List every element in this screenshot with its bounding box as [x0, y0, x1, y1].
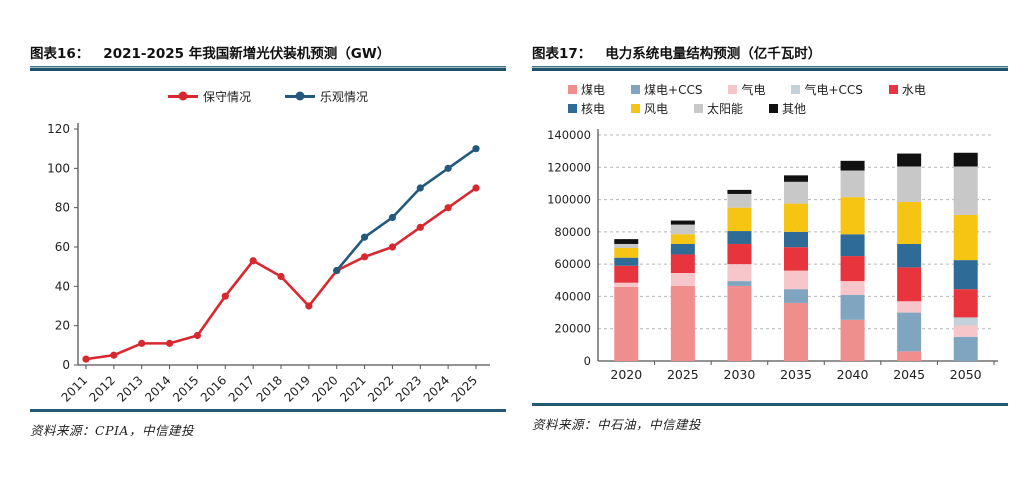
bottom-divider-left — [30, 409, 506, 412]
svg-text:60: 60 — [55, 240, 70, 254]
svg-text:2040: 2040 — [837, 367, 869, 382]
figure-17-title: 图表17： 电力系统电量结构预测（亿千瓦时） — [532, 42, 1008, 62]
svg-text:100: 100 — [47, 161, 70, 175]
svg-text:2017: 2017 — [226, 373, 257, 404]
svg-text:40: 40 — [55, 279, 70, 293]
svg-text:0: 0 — [584, 354, 591, 368]
svg-text:60000: 60000 — [554, 257, 591, 271]
legend-marker-icon — [167, 91, 198, 101]
legend-item-其他: 其他 — [769, 100, 806, 117]
figure-16-title: 图表16： 2021-2025 年我国新增光伏装机预测（GW） — [30, 42, 506, 62]
legend-swatch-icon — [694, 104, 704, 113]
title-divider-right — [532, 66, 1008, 71]
figure-17-caption: 电力系统电量结构预测（亿千瓦时） — [605, 46, 822, 62]
legend-swatch-icon — [769, 104, 779, 113]
figure-16-caption: 2021-2025 年我国新增光伏装机预测（GW） — [103, 46, 391, 62]
legend-row: 核电 风电 太阳能 其他 — [568, 100, 1008, 117]
legend-item-水电: 水电 — [888, 81, 926, 98]
legend-marker-icon — [285, 91, 315, 101]
legend-swatch-icon — [791, 85, 801, 94]
svg-text:2020: 2020 — [309, 373, 340, 404]
stacked-bar-chart: 0 20000 40000 60000 80000 100000 120000 140000 2… — [547, 128, 998, 382]
svg-text:40000: 40000 — [554, 289, 591, 303]
line-chart: 0204060801001202011201220132014201520162… — [47, 122, 490, 405]
svg-text:2023: 2023 — [393, 373, 424, 404]
legend-label: 煤电+CCS — [644, 83, 703, 97]
bottom-divider-right — [532, 403, 1008, 406]
legend-label: 乐观情况 — [320, 89, 369, 104]
legend-label: 保守情况 — [202, 89, 251, 104]
svg-text:120000: 120000 — [547, 160, 591, 174]
figure-17-label: 图表17： — [532, 46, 592, 62]
svg-text:100000: 100000 — [547, 193, 591, 207]
svg-text:2025: 2025 — [667, 367, 699, 382]
svg-text:20000: 20000 — [554, 322, 591, 336]
figure-16-panel: 图表16： 2021-2025 年我国新增光伏装机预测（GW） 保守情况 乐观情况… — [30, 42, 506, 439]
legend-label: 核电 — [581, 102, 606, 116]
figure-17-panel: 图表17： 电力系统电量结构预测（亿千瓦时） 煤电 煤电+CCS 气电 气电+CCS 水… — [532, 42, 1008, 433]
legend-item-保守情况: 保守情况 — [167, 88, 251, 105]
bar-chart-legend: 煤电 煤电+CCS 气电 气电+CCS 水电核电 风电 太阳能 其他 — [532, 81, 1008, 117]
svg-text:20: 20 — [55, 319, 70, 333]
svg-text:2018: 2018 — [254, 373, 285, 404]
source-right: 资料来源：中石油，中信建投 — [532, 417, 702, 432]
svg-text:2050: 2050 — [950, 367, 982, 382]
svg-text:2015: 2015 — [170, 373, 201, 404]
svg-text:2030: 2030 — [724, 367, 756, 382]
svg-text:2021: 2021 — [337, 373, 368, 404]
legend-swatch-icon — [631, 104, 641, 113]
svg-text:2024: 2024 — [421, 373, 452, 404]
legend-item-气电+CCS: 气电+CCS — [791, 81, 863, 98]
legend-label: 太阳能 — [707, 102, 744, 116]
line-chart-legend: 保守情况 乐观情况 — [30, 87, 506, 105]
svg-text:120: 120 — [47, 122, 70, 136]
legend-label: 水电 — [901, 83, 926, 97]
svg-text:2035: 2035 — [780, 367, 812, 382]
svg-text:2012: 2012 — [86, 373, 117, 404]
legend-row: 煤电 煤电+CCS 气电 气电+CCS 水电 — [568, 81, 1008, 98]
legend-label: 其他 — [782, 102, 807, 116]
legend-swatch-icon — [728, 85, 738, 94]
legend-item-气电: 气电 — [728, 81, 765, 98]
legend-label: 煤电 — [581, 83, 606, 97]
legend-label: 气电 — [741, 83, 766, 97]
legend-item-乐观情况: 乐观情况 — [285, 88, 368, 105]
legend-label: 气电+CCS — [804, 83, 863, 97]
legend-item-煤电+CCS: 煤电+CCS — [631, 81, 702, 98]
svg-text:2022: 2022 — [365, 373, 396, 404]
svg-text:80: 80 — [55, 201, 70, 215]
svg-text:2014: 2014 — [142, 373, 173, 404]
svg-text:2019: 2019 — [281, 373, 312, 404]
title-divider-left — [30, 66, 506, 71]
svg-text:2025: 2025 — [449, 373, 480, 404]
svg-text:2045: 2045 — [893, 367, 925, 382]
legend-item-核电: 核电 — [568, 100, 605, 117]
legend-label: 风电 — [644, 102, 669, 116]
figure-16-label: 图表16： — [30, 46, 90, 62]
legend-item-太阳能: 太阳能 — [694, 100, 743, 117]
legend-swatch-icon — [568, 85, 577, 94]
source-left: 资料来源：CPIA，中信建投 — [30, 423, 194, 438]
svg-text:2013: 2013 — [114, 373, 145, 404]
legend-item-煤电: 煤电 — [568, 81, 605, 98]
svg-text:140000: 140000 — [547, 128, 591, 142]
legend-swatch-icon — [631, 85, 641, 94]
svg-text:2011: 2011 — [59, 373, 90, 404]
legend-swatch-icon — [888, 85, 898, 94]
legend-swatch-icon — [568, 104, 577, 113]
svg-text:2020: 2020 — [610, 367, 642, 382]
svg-text:80000: 80000 — [554, 225, 591, 239]
legend-item-风电: 风电 — [631, 100, 668, 117]
svg-text:2016: 2016 — [198, 373, 229, 404]
svg-text:0: 0 — [62, 358, 70, 372]
